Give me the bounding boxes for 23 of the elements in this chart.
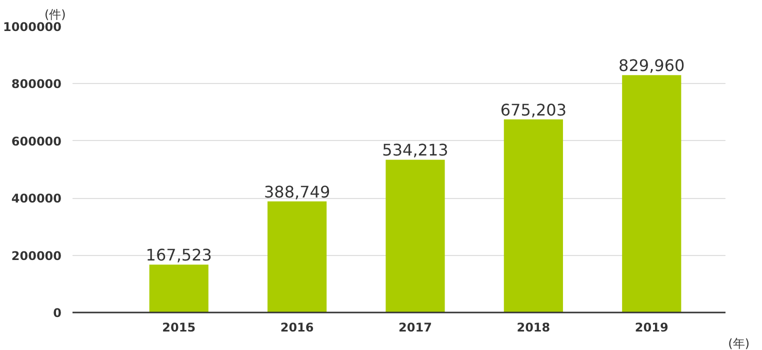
data-label: 388,749 [264,182,330,202]
x-tick-label: 2015 [162,320,196,334]
x-axis-title: (年) [728,336,750,350]
x-tick-label: 2019 [634,320,668,334]
y-tick-label: 0 [53,306,62,320]
y-axis-title: (件) [44,8,66,22]
data-label: 167,523 [146,246,212,265]
y-tick-label: 200000 [11,248,62,263]
y-tick-label: 600000 [11,134,62,148]
data-label: 534,213 [382,140,448,160]
x-tick-label: 2016 [280,320,314,334]
bar [386,160,445,312]
data-label: 675,203 [500,100,567,120]
bar [149,264,208,312]
y-tick-label: 1000000 [3,20,62,34]
x-tick-label: 2017 [398,320,432,334]
y-tick-label: 400000 [11,192,62,206]
x-tick-label: 2018 [516,320,550,334]
bar [504,119,563,312]
data-label: 829,960 [618,56,685,76]
bar [622,75,682,312]
y-tick-label: 800000 [11,77,62,92]
bar [268,201,327,312]
